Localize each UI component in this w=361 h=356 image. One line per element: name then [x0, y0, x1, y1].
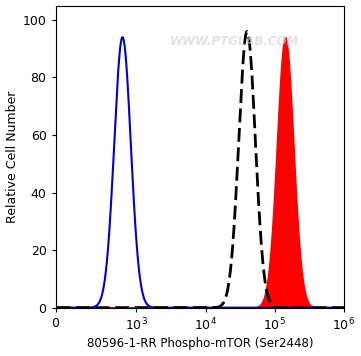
Text: WWW.PTGLAB.COM: WWW.PTGLAB.COM [170, 35, 299, 48]
Y-axis label: Relative Cell Number: Relative Cell Number [5, 90, 18, 223]
X-axis label: 80596-1-RR Phospho-mTOR (Ser2448): 80596-1-RR Phospho-mTOR (Ser2448) [87, 337, 313, 350]
